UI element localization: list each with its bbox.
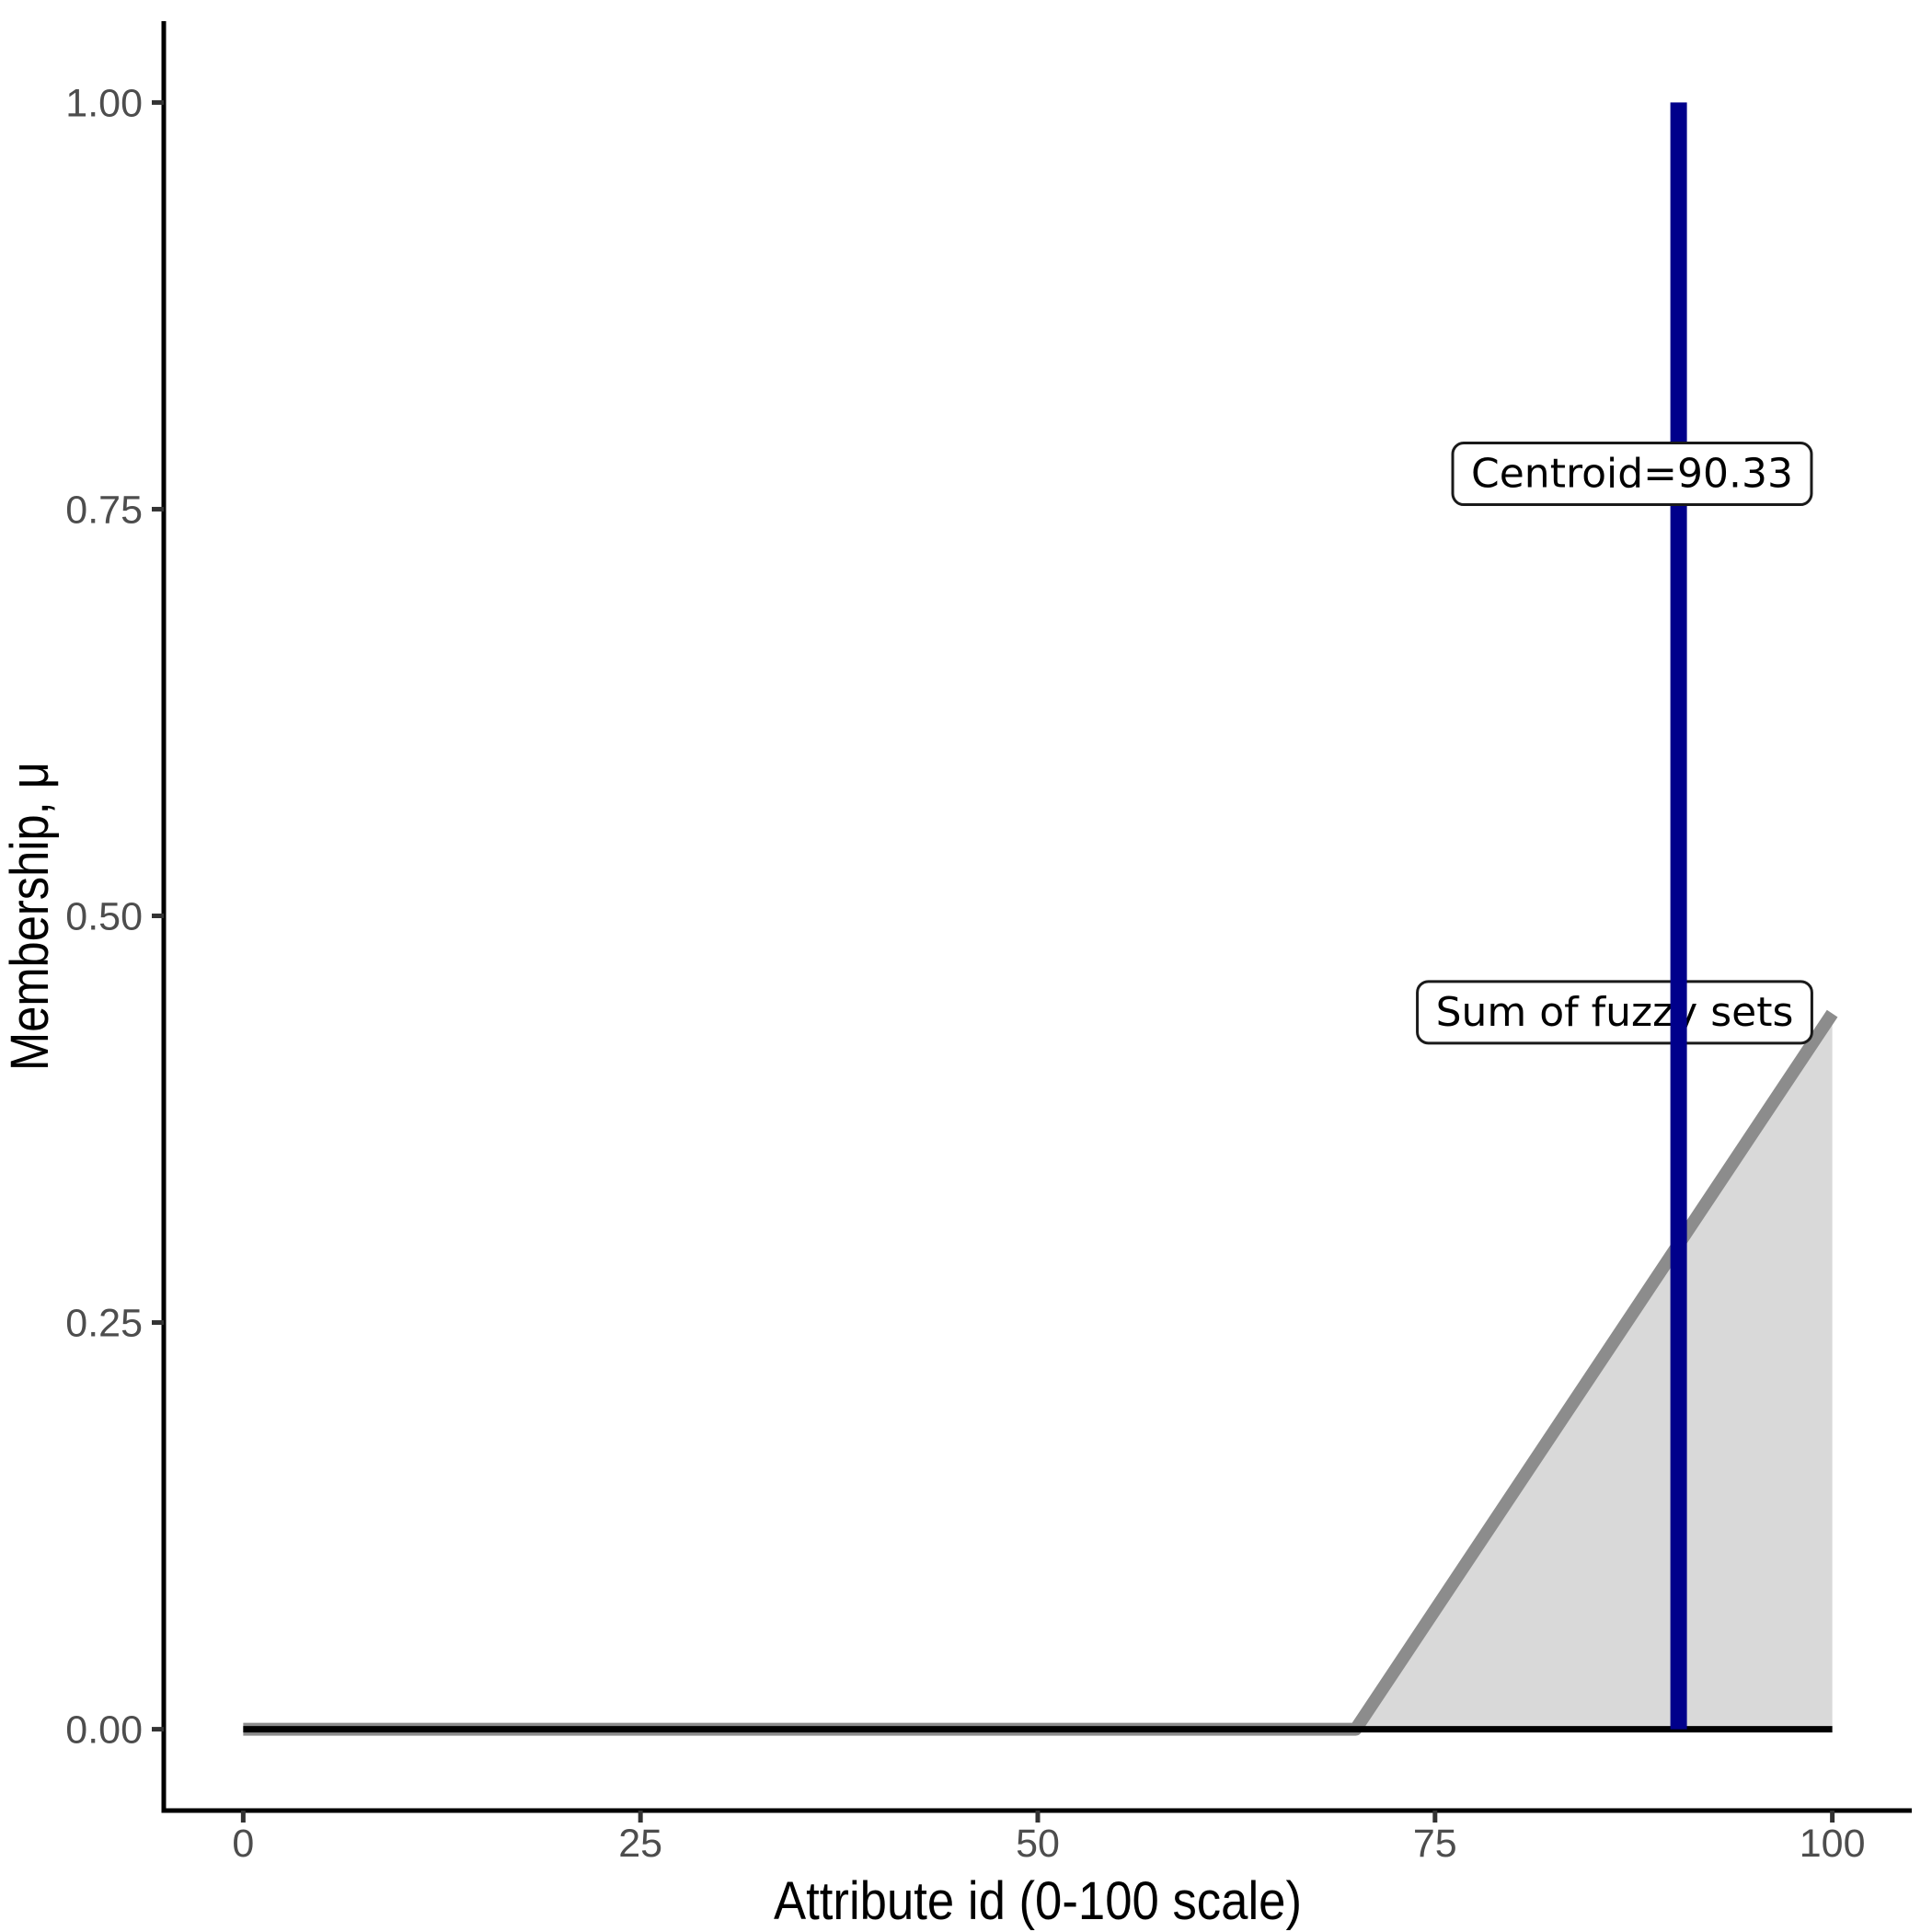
y-axis-title: Membership, μ [0,762,60,1071]
x-tick-label-0: 0 [232,1822,254,1866]
sum-of-fuzzy-sets-label-frame [1416,980,1813,1045]
centroid-label-text: Centroid=90.33 [1471,451,1793,498]
y-tick-label-1.00: 1.00 [65,81,143,125]
y-tick-label-0.75: 0.75 [65,488,143,532]
y-tick-label-0.25: 0.25 [65,1302,143,1346]
centroid-label-box: Centroid=90.33 [1451,442,1813,507]
x-axis-ticks: 0 25 50 75 100 [232,1811,1866,1866]
y-tick-label-0.00: 0.00 [65,1708,143,1753]
sum-of-fuzzy-sets-label-box: Sum of fuzzy sets [1416,980,1813,1045]
plot-layer: Sum of fuzzy sets Centroid=90.33 [243,102,1838,1736]
x-axis-title: Attribute id (0-100 scale) [774,1871,1302,1931]
x-tick-label-25: 25 [618,1822,662,1866]
x-tick-label-50: 50 [1016,1822,1060,1866]
x-tick-label-75: 75 [1413,1822,1457,1866]
y-tick-label-0.50: 0.50 [65,895,143,939]
sum-of-fuzzy-sets-label-text: Sum of fuzzy sets [1436,989,1794,1036]
y-axis-ticks: 0.00 0.25 0.50 0.75 1.00 [65,81,164,1753]
centroid-label-frame [1451,442,1813,507]
x-tick-label-100: 100 [1800,1822,1866,1866]
